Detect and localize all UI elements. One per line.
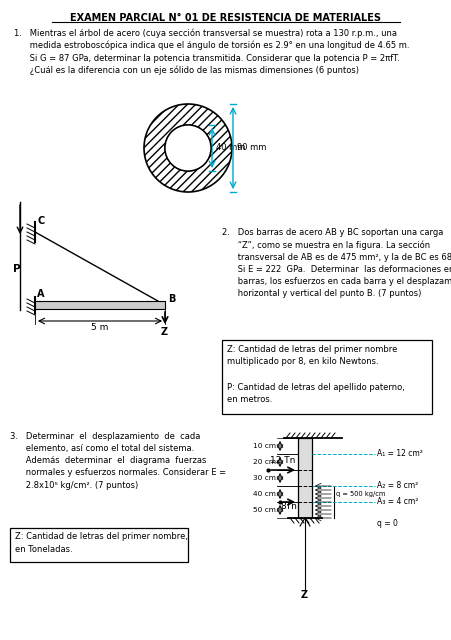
Text: 90 mm: 90 mm bbox=[236, 143, 266, 152]
Text: C: C bbox=[38, 216, 45, 226]
Bar bbox=[10, 528, 188, 562]
Text: A₂ = 8 cm²: A₂ = 8 cm² bbox=[376, 481, 417, 490]
Text: A: A bbox=[37, 289, 44, 299]
Circle shape bbox=[165, 125, 211, 171]
Text: 20 cm: 20 cm bbox=[252, 459, 276, 465]
Text: 10 cm: 10 cm bbox=[252, 443, 276, 449]
Text: Z: Z bbox=[300, 590, 308, 600]
Text: 40 cm: 40 cm bbox=[253, 491, 276, 497]
Text: A₁ = 12 cm²: A₁ = 12 cm² bbox=[376, 449, 422, 458]
Text: B: B bbox=[168, 294, 175, 304]
Text: q = 500 kg/cm: q = 500 kg/cm bbox=[335, 491, 385, 497]
Text: 30 cm: 30 cm bbox=[253, 475, 276, 481]
Bar bbox=[297, 438, 311, 518]
Bar bbox=[221, 340, 431, 414]
Text: P: P bbox=[13, 264, 21, 273]
Text: Z: Cantidad de letras del primer nombre
multiplicado por 8, en kilo Newtons.

P:: Z: Cantidad de letras del primer nombre … bbox=[226, 345, 404, 404]
Text: 2.   Dos barras de acero AB y BC soportan una carga
      “Z”, como se muestra e: 2. Dos barras de acero AB y BC soportan … bbox=[221, 228, 451, 298]
Text: 12 Tn: 12 Tn bbox=[269, 456, 295, 465]
Text: Z: Cantidad de letras del primer nombre,
en Toneladas.: Z: Cantidad de letras del primer nombre,… bbox=[15, 532, 188, 554]
Text: 8Tn: 8Tn bbox=[279, 502, 296, 511]
Text: 5 m: 5 m bbox=[91, 323, 108, 332]
Text: q = 0: q = 0 bbox=[376, 518, 397, 527]
Text: 3.   Determinar  el  desplazamiento  de  cada
      elemento, así como el total : 3. Determinar el desplazamiento de cada … bbox=[10, 432, 226, 490]
Text: Z: Z bbox=[161, 327, 168, 337]
Text: 50 cm: 50 cm bbox=[253, 507, 276, 513]
Text: 40 mm: 40 mm bbox=[216, 143, 245, 152]
Text: A₃ = 4 cm²: A₃ = 4 cm² bbox=[376, 497, 418, 506]
Text: 1.   Mientras el árbol de acero (cuya sección transversal se muestra) rota a 130: 1. Mientras el árbol de acero (cuya secc… bbox=[14, 28, 409, 76]
Bar bbox=[35, 301, 165, 309]
Text: EXAMEN PARCIAL N° 01 DE RESISTENCIA DE MATERIALES: EXAMEN PARCIAL N° 01 DE RESISTENCIA DE M… bbox=[70, 13, 381, 23]
